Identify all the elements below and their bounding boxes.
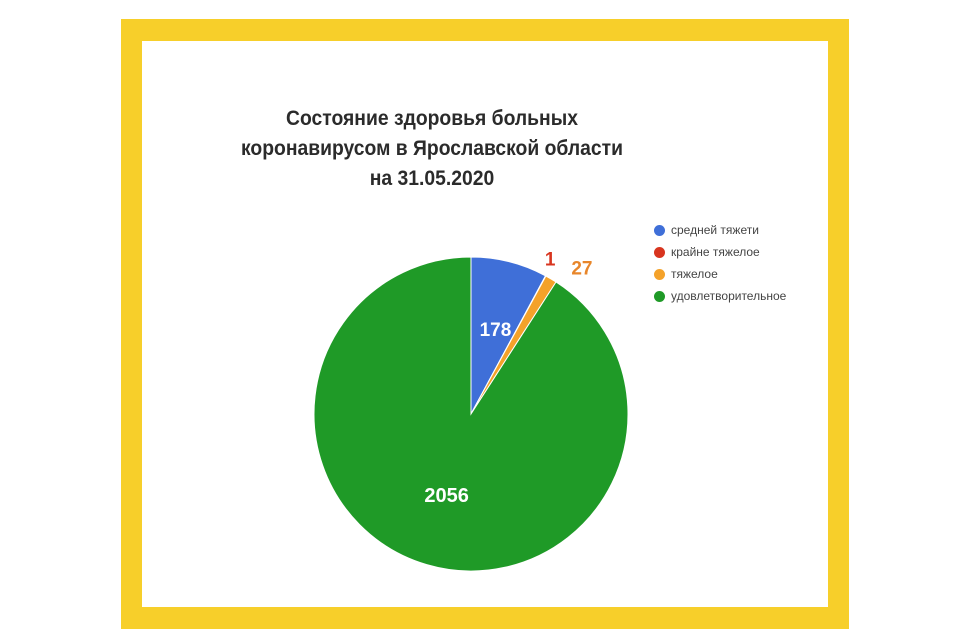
slice-value-label: 2056 <box>424 485 469 507</box>
legend-item: тяжелое <box>654 263 786 285</box>
chart-panel: Состояние здоровья больных коронавирусом… <box>142 41 828 607</box>
slice-value-label: 178 <box>480 320 512 341</box>
chart-legend: средней тяжети крайне тяжелое тяжелое уд… <box>654 219 786 307</box>
legend-item: крайне тяжелое <box>654 241 786 263</box>
chart-title: Состояние здоровья больных коронавирусом… <box>239 104 625 194</box>
chart-title-line-2: коронавирусом в Ярославской области <box>241 137 623 160</box>
chart-title-line-1: Состояние здоровья больных <box>286 107 578 130</box>
legend-swatch-icon <box>654 290 665 302</box>
slice-value-label: 1 <box>545 249 556 270</box>
pie-chart: 178 1 27 2056 <box>313 249 629 572</box>
legend-label: удовлетворительное <box>671 289 787 303</box>
legend-swatch-icon <box>654 224 665 236</box>
legend-item: удовлетворительное <box>654 285 786 307</box>
slice-value-label: 27 <box>571 259 592 280</box>
legend-label: средней тяжети <box>671 223 759 237</box>
legend-item: средней тяжети <box>654 219 786 241</box>
legend-label: тяжелое <box>671 267 718 281</box>
pie-slice <box>313 256 629 572</box>
legend-label: крайне тяжелое <box>671 245 760 259</box>
yellow-frame: Состояние здоровья больных коронавирусом… <box>121 19 849 629</box>
chart-title-line-3: на 31.05.2020 <box>369 167 495 190</box>
legend-swatch-icon <box>654 246 665 258</box>
legend-swatch-icon <box>654 268 665 280</box>
